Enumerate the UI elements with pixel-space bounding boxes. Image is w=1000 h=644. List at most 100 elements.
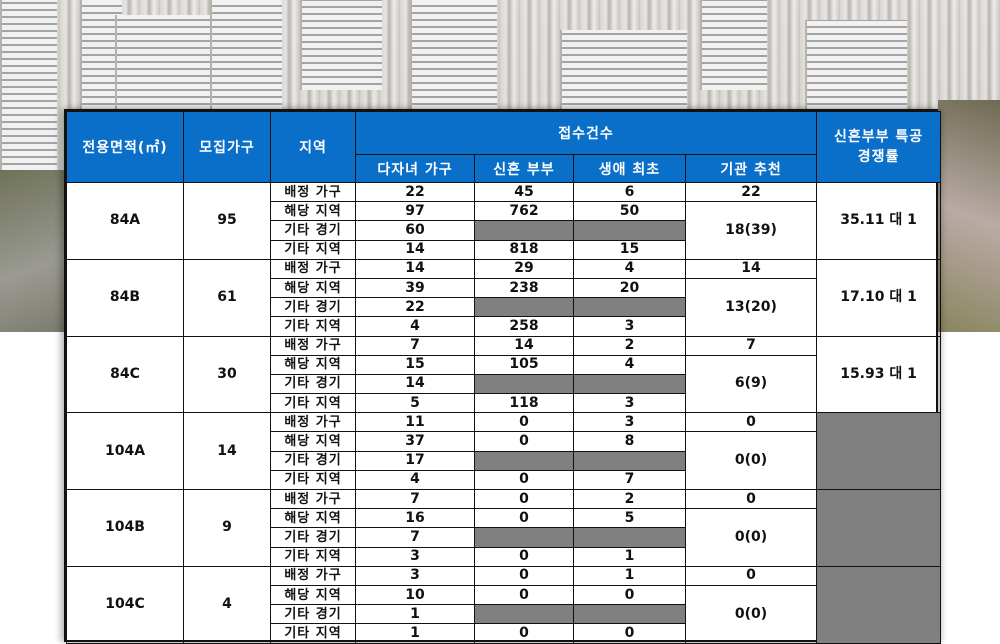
row-label: 기타 경기 <box>270 297 356 318</box>
agency-apply-value: 0(0) <box>684 584 818 644</box>
building <box>410 0 497 110</box>
building <box>300 0 382 90</box>
agency-alloc-value: 0 <box>684 412 818 433</box>
row-label: 기타 지역 <box>270 239 356 260</box>
area-cell: 104C <box>66 565 184 644</box>
area-cell: 84C <box>66 335 184 414</box>
blank-cell <box>573 450 686 471</box>
table-row: 84C 30 배정 가구 7 14 2 7 15.93 대 1 <box>66 335 942 414</box>
newlywed-value: 0 <box>474 565 574 586</box>
newlywed-value: 118 <box>474 393 574 414</box>
newlywed-value: 45 <box>474 181 574 203</box>
newlywed-value: 0 <box>474 469 574 491</box>
multi-child-value: 5 <box>355 393 475 414</box>
multi-child-value: 4 <box>355 469 475 491</box>
first-time-value: 7 <box>573 469 686 491</box>
newlywed-value: 105 <box>474 354 574 375</box>
blank-cell <box>573 373 686 395</box>
first-time-value: 1 <box>573 546 686 567</box>
multi-child-value: 97 <box>355 201 475 222</box>
area-cell: 104B <box>66 489 184 567</box>
newlywed-value: 818 <box>474 239 574 260</box>
row-label: 해당 지역 <box>270 277 356 299</box>
table-row: 기타 경기 17 <box>67 450 941 471</box>
blank-cell <box>474 450 574 471</box>
building <box>210 0 282 110</box>
table-row: 기타 경기 14 <box>67 373 941 395</box>
blank-cell <box>573 604 686 625</box>
multi-child-value: 14 <box>355 239 475 260</box>
agency-apply-value: 6(9) <box>684 354 818 414</box>
header-agency: 기관 추천 <box>684 154 818 183</box>
row-label: 해당 지역 <box>270 508 356 529</box>
multi-child-value: 37 <box>355 431 475 452</box>
header-multi-child: 다자녀 가구 <box>355 154 475 183</box>
table-row: 104C 4 배정 가구 3 0 1 0 <box>66 565 942 644</box>
newlywed-value: 0 <box>474 488 574 510</box>
area-cell: 84A <box>66 182 184 260</box>
building <box>805 20 907 110</box>
first-time-value: 3 <box>573 316 686 337</box>
first-time-value: 3 <box>573 412 686 433</box>
first-time-value: 8 <box>573 431 686 452</box>
multi-child-value: 14 <box>355 258 475 279</box>
households-cell: 30 <box>183 335 271 414</box>
first-time-value: 50 <box>573 201 686 222</box>
agency-alloc-value: 22 <box>684 181 818 203</box>
agency-apply-value: 0(0) <box>684 431 818 490</box>
multi-child-value: 10 <box>355 584 475 606</box>
newlywed-value: 0 <box>474 431 574 452</box>
table-row: 기타 지역 4 0 7 <box>67 469 941 491</box>
households-cell: 61 <box>183 258 271 337</box>
competition-value <box>816 412 942 490</box>
table-row: 84B 61 배정 가구 14 29 4 14 17.10 대 1 <box>66 258 942 337</box>
multi-child-value: 16 <box>355 508 475 529</box>
table-row: 104A 14 배정 가구 11 0 3 0 <box>66 412 942 490</box>
households-cell: 9 <box>183 489 271 567</box>
multi-child-value: 14 <box>355 373 475 395</box>
multi-child-value: 22 <box>355 181 475 203</box>
ground <box>938 100 1000 332</box>
multi-child-value: 39 <box>355 277 475 299</box>
multi-child-value: 7 <box>355 488 475 510</box>
blank-cell <box>573 220 686 241</box>
table-row: 기타 경기 60 <box>67 220 941 241</box>
agency-apply-value: 18(39) <box>684 201 818 260</box>
area-cell: 104A <box>66 412 184 490</box>
first-time-value: 6 <box>573 181 686 203</box>
newlywed-value: 0 <box>474 546 574 567</box>
first-time-value: 15 <box>573 239 686 260</box>
first-time-value: 0 <box>573 623 686 644</box>
first-time-value: 3 <box>573 393 686 414</box>
blank-cell <box>573 527 686 548</box>
row-label: 기타 경기 <box>270 604 356 625</box>
table-row: 기타 지역 5 118 3 <box>67 393 941 414</box>
table-row: 기타 지역 3 0 1 <box>67 546 941 567</box>
row-label: 해당 지역 <box>270 201 356 222</box>
header-region: 지역 <box>270 111 356 183</box>
table-row: 기타 지역 4 258 3 <box>67 316 941 337</box>
table-row: 기타 경기 1 <box>67 604 941 625</box>
row-label: 배정 가구 <box>270 412 356 433</box>
application-results-table: 전용면적(㎡) 모집가구 지역 접수건수 신혼부부 특공 경쟁률 다자녀 가구 … <box>64 109 942 644</box>
table-row: 기타 지역 14 818 15 <box>67 239 941 260</box>
multi-child-value: 3 <box>355 565 475 586</box>
header-households: 모집가구 <box>183 111 271 183</box>
header-first-time: 생애 최초 <box>573 154 686 183</box>
table-row: 104B 9 배정 가구 7 0 2 0 <box>66 488 942 567</box>
households-cell: 95 <box>183 182 271 260</box>
table-row: 기타 지역 1 0 0 <box>67 623 941 644</box>
header-newlywed: 신혼 부부 <box>474 154 574 183</box>
households-cell: 4 <box>183 565 271 644</box>
agency-apply-value: 13(20) <box>684 277 818 337</box>
row-label: 기타 경기 <box>270 450 356 471</box>
first-time-value: 0 <box>573 584 686 606</box>
row-label: 기타 지역 <box>270 546 356 567</box>
row-label: 기타 경기 <box>270 220 356 241</box>
table-row: 해당 지역 39 238 20 13(20) <box>67 277 941 337</box>
newlywed-value: 238 <box>474 277 574 299</box>
first-time-value: 4 <box>573 354 686 375</box>
newlywed-value: 0 <box>474 623 574 644</box>
building <box>560 30 687 110</box>
blank-cell <box>474 220 574 241</box>
